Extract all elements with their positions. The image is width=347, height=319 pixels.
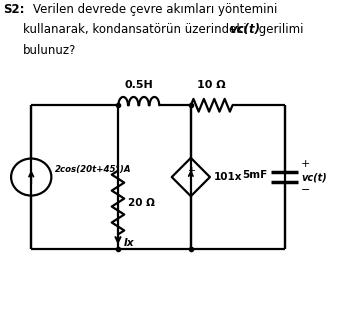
Text: vc(t): vc(t) xyxy=(229,23,260,36)
Text: 10 Ω: 10 Ω xyxy=(197,80,226,90)
Text: Verilen devrede çevre akımları yöntemini: Verilen devrede çevre akımları yöntemini xyxy=(33,3,277,16)
Text: vc(t): vc(t) xyxy=(301,172,327,182)
Text: 20 Ω: 20 Ω xyxy=(128,197,155,208)
Text: 101x: 101x xyxy=(214,172,243,182)
Text: 0.5H: 0.5H xyxy=(125,80,153,90)
Text: −: − xyxy=(301,185,311,195)
Text: Ix: Ix xyxy=(124,238,135,249)
Text: gerilimi: gerilimi xyxy=(255,23,304,36)
Text: 5mF: 5mF xyxy=(242,170,267,181)
Text: kullanarak, kondansatörün üzerindeki: kullanarak, kondansatörün üzerindeki xyxy=(23,23,250,36)
Text: bulunuz?: bulunuz? xyxy=(23,44,76,57)
Text: 2cos(20t+45°)A: 2cos(20t+45°)A xyxy=(55,165,131,174)
Text: +: + xyxy=(187,166,195,176)
Text: S2:: S2: xyxy=(3,3,25,16)
Text: +: + xyxy=(301,159,311,169)
